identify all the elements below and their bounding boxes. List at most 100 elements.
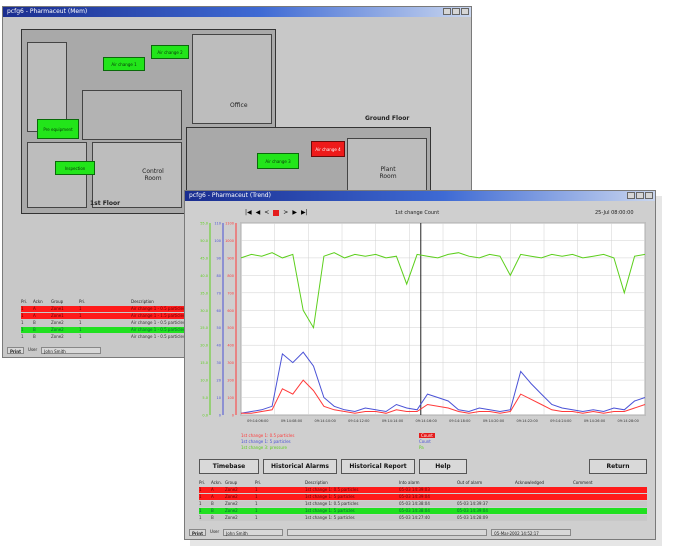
table-cell: Zone2 [51, 320, 64, 325]
help-button[interactable]: Help [419, 459, 467, 474]
legend-units: Count Count Pa [419, 433, 435, 451]
sensor-air-change-2[interactable]: Air change 2 [151, 45, 189, 59]
nav-forward-icon[interactable]: > [283, 209, 289, 216]
table-cell: 1st change 1: 5 particles [305, 515, 355, 520]
x-tick-label: 09:14:22:00 [516, 419, 537, 423]
table-cell [515, 487, 573, 493]
table-cell: Zone2 [51, 327, 64, 332]
table-cell: 1 [79, 306, 82, 311]
col-description: Description [131, 299, 154, 304]
chart-title: 1st change Count [395, 210, 440, 216]
y-tick-label: 300 [227, 361, 234, 365]
col-pri: Pri. [21, 299, 28, 304]
table-cell: 1st change 1: 5 particles [305, 508, 355, 513]
sensor-inspection[interactable]: Inspection [55, 161, 95, 175]
sensor-air-change-1[interactable]: Air change 1 [103, 57, 145, 71]
ground-floor-label: Ground Floor [365, 115, 410, 122]
table-row[interactable]: 1 B Zone2 1 Air change 1 - 0.5 particles [21, 334, 273, 340]
y-tick-label: 10.0 [200, 379, 208, 383]
trend-chart: 55.0 50.0 45.0 40.0 35.0 30.0 25.0 20.0 15.0 10.0… [200, 222, 646, 423]
table-row[interactable]: 1 A Zone2 1 1st change 1: 5 particles 05-03 1… [199, 494, 647, 500]
table-cell: 1 [255, 494, 258, 499]
close-icon[interactable] [645, 192, 653, 199]
table-row[interactable]: 1 B Zone2 1 Air change 1 - 0.5 particles [21, 320, 273, 326]
historical-alarms-button[interactable]: Historical Alarms [263, 459, 337, 474]
status-blank [287, 529, 488, 536]
table-row[interactable]: 1 B Zone2 1 1st change 1: 5 particles 05-03 1… [199, 508, 647, 514]
nav-next-icon[interactable]: ▶ [292, 209, 297, 216]
col-group: Group [51, 299, 64, 304]
table-cell: 1 [199, 515, 202, 520]
col-ackn: Ackn [33, 299, 43, 304]
y-tick-label: 30 [217, 361, 221, 365]
table-cell: 05-03 14:39:37 [457, 501, 488, 506]
print-button[interactable]: Print [189, 529, 207, 536]
sensor-air-change-3[interactable]: Air change 3 [257, 153, 299, 169]
y-tick-label: 0.0 [202, 414, 208, 418]
table-cell: B [211, 501, 214, 506]
y-tick-label: 5.0 [202, 396, 208, 400]
y-tick-label: 1000 [225, 239, 234, 243]
table-cell: 1 [255, 501, 258, 506]
table-cell: 1 [199, 487, 202, 492]
table-cell: Air change 1 - 1.5 particles [131, 313, 186, 318]
table-cell: Air change 1 - 0.5 particles [131, 306, 186, 311]
nav-prev-icon[interactable]: ◀ [255, 209, 261, 216]
back-statusbar: Print User John Smith [7, 347, 102, 354]
minimize-icon[interactable] [443, 8, 451, 15]
y-tick-label: 100 [227, 396, 234, 400]
y-tick-label: 30.0 [200, 309, 208, 313]
table-row[interactable]: 1 B Zone2 1 1st change 1: 5 particles 05-03 1… [199, 515, 647, 521]
y-tick-label: 60 [217, 309, 221, 313]
col-acknowledged: Acknowledged [515, 480, 545, 485]
table-row[interactable]: 1 A Zone2 1 1st change 1: 0.5 particles 05-03… [199, 487, 647, 493]
maximize-icon[interactable] [452, 8, 460, 15]
y-tick-label: 80 [217, 274, 221, 278]
col-pri2: Pri. [79, 299, 86, 304]
table-cell: 1 [255, 487, 258, 492]
col-comment: Comment [573, 480, 593, 485]
x-tick-label: 09:14:10:00 [314, 419, 335, 423]
table-cell: A [211, 487, 214, 492]
nav-back-icon[interactable]: < [264, 209, 270, 216]
user-value: John Smith [223, 529, 284, 536]
window-controls [443, 8, 469, 15]
historical-report-button[interactable]: Historical Report [341, 459, 415, 474]
table-cell: B [211, 508, 214, 513]
y-tick-label: 15.0 [200, 361, 208, 365]
y-tick-label: 40.0 [200, 274, 208, 278]
table-cell: Zone2 [225, 487, 238, 492]
user-label: User [28, 347, 38, 352]
legend-unit-1-badge: Count [419, 433, 435, 438]
table-cell [515, 508, 573, 514]
y-tick-label: 35.0 [200, 291, 208, 295]
table-row[interactable]: 1 A Zone1 1 Air change 1 - 0.5 particles [21, 306, 273, 312]
nav-first-icon[interactable]: |◀ [245, 209, 252, 216]
room-control [92, 142, 182, 208]
y-tick-label: 20.0 [200, 344, 208, 348]
col-description: Description [305, 480, 328, 485]
front-statusbar: Print User John Smith 05-Mar-2002 14:52:… [189, 529, 653, 536]
table-row[interactable]: 1 B Zone2 1 1st change 1: 0.5 particles 05-03… [199, 501, 647, 507]
minimize-icon[interactable] [627, 192, 635, 199]
timebase-button[interactable]: Timebase [199, 459, 259, 474]
y-tick-label: 600 [227, 309, 234, 313]
datetime-display: 05-Mar-2002 14:52:17 [491, 529, 572, 536]
maximize-icon[interactable] [636, 192, 644, 199]
table-cell: 1 [199, 494, 202, 499]
table-row[interactable]: 1 A Zone1 1 Air change 1 - 1.5 particles [21, 313, 273, 319]
nav-current-marker[interactable] [273, 209, 280, 216]
print-button[interactable]: Print [7, 347, 25, 354]
table-cell [457, 487, 515, 493]
table-row[interactable]: 1 B Zone2 1 Air change 1 - 0.5 particles [21, 327, 273, 333]
floorplan-window-title: pcfg6 - Pharmaceut (Mem) [7, 8, 88, 15]
sensor-air-change-4[interactable]: Air change 4 [311, 141, 345, 157]
x-tick-label: 09:14:12:00 [348, 419, 369, 423]
close-icon[interactable] [461, 8, 469, 15]
table-cell: Zone1 [51, 313, 64, 318]
legend-unit-2: Count [419, 439, 431, 444]
sensor-pre-equipment[interactable]: Pre equipment [37, 119, 79, 139]
y-tick-label: 45.0 [200, 256, 208, 260]
return-button[interactable]: Return [589, 459, 647, 474]
nav-last-icon[interactable]: ▶| [300, 209, 308, 216]
